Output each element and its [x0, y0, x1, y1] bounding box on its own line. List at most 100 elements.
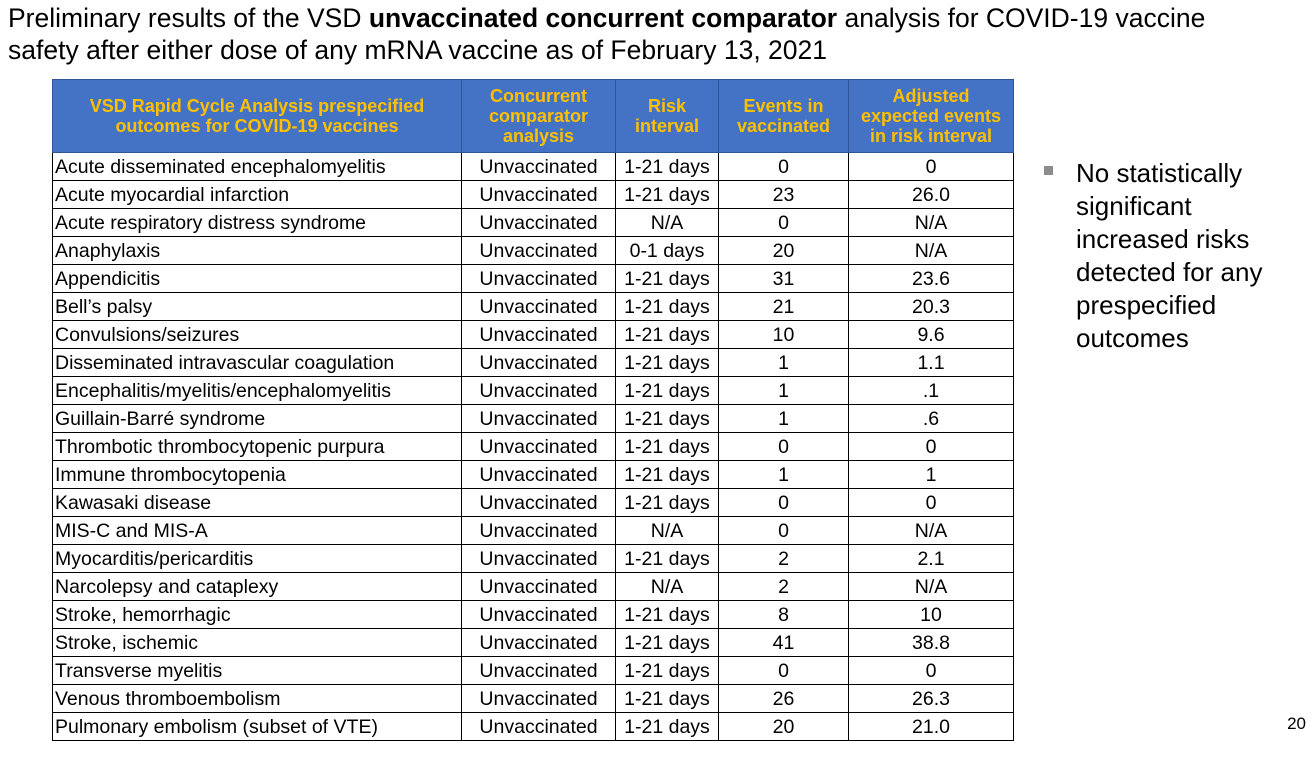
outcome-cell: Acute respiratory distress syndrome — [52, 208, 462, 237]
expected-events-cell: 9.6 — [848, 320, 1014, 349]
outcome-cell: Appendicitis — [52, 264, 462, 293]
expected-events-cell: 10 — [848, 600, 1014, 629]
comparator-cell: Unvaccinated — [461, 348, 616, 377]
outcome-cell: Transverse myelitis — [52, 656, 462, 685]
expected-events-cell: 23.6 — [848, 264, 1014, 293]
comparator-cell: Unvaccinated — [461, 208, 616, 237]
expected-events-cell: 1.1 — [848, 348, 1014, 377]
risk-interval-cell: 1-21 days — [615, 376, 719, 405]
table-row: Immune thrombocytopenia Unvaccinated 1-21 … — [52, 460, 1014, 489]
expected-events-cell: 0 — [848, 152, 1014, 181]
expected-events-cell: 0 — [848, 656, 1014, 685]
header-outcome: VSD Rapid Cycle Analysis prespecified ou… — [52, 79, 462, 153]
expected-events-cell: N/A — [848, 236, 1014, 265]
expected-events-cell: 0 — [848, 432, 1014, 461]
expected-events-cell: 1 — [848, 460, 1014, 489]
comparator-cell: Unvaccinated — [461, 544, 616, 573]
bullet-text: No statistically significant increased r… — [1076, 158, 1263, 353]
expected-events-cell: 21.0 — [848, 712, 1014, 741]
comparator-cell: Unvaccinated — [461, 432, 616, 461]
table-row: Thrombotic thrombocytopenic purpura Unvac… — [52, 432, 1014, 461]
risk-interval-cell: 1-21 days — [615, 320, 719, 349]
events-cell: 0 — [718, 208, 849, 237]
events-cell: 8 — [718, 600, 849, 629]
outcome-cell: Guillain-Barré syndrome — [52, 404, 462, 433]
outcome-cell: Encephalitis/myelitis/encephalomyelitis — [52, 376, 462, 405]
table-row: Stroke, ischemic Unvaccinated 1-21 days 41 3… — [52, 628, 1014, 657]
outcome-cell: Stroke, ischemic — [52, 628, 462, 657]
risk-interval-cell: 1-21 days — [615, 180, 719, 209]
results-table: VSD Rapid Cycle Analysis prespecified ou… — [52, 79, 1014, 741]
expected-events-cell: 26.0 — [848, 180, 1014, 209]
events-cell: 2 — [718, 572, 849, 601]
table-row: Venous thromboembolism Unvaccinated 1-21 d… — [52, 684, 1014, 713]
comparator-cell: Unvaccinated — [461, 516, 616, 545]
events-cell: 1 — [718, 404, 849, 433]
expected-events-cell: N/A — [848, 572, 1014, 601]
table-row: Narcolepsy and cataplexy Unvaccinated N/A 2… — [52, 572, 1014, 601]
comparator-cell: Unvaccinated — [461, 600, 616, 629]
header-comparator: Concurrent comparator analysis — [461, 79, 616, 153]
comparator-cell: Unvaccinated — [461, 152, 616, 181]
outcome-cell: Convulsions/seizures — [52, 320, 462, 349]
square-bullet-icon — [1044, 166, 1053, 175]
expected-events-cell: .6 — [848, 404, 1014, 433]
events-cell: 1 — [718, 348, 849, 377]
risk-interval-cell: 0-1 days — [615, 236, 719, 265]
risk-interval-cell: 1-21 days — [615, 264, 719, 293]
header-events-vaccinated: Events in vaccinated — [718, 79, 849, 153]
table-body: Acute disseminated encephalomyelitis Unva… — [52, 152, 1014, 741]
outcome-cell: Stroke, hemorrhagic — [52, 600, 462, 629]
expected-events-cell: 2.1 — [848, 544, 1014, 573]
outcome-cell: Disseminated intravascular coagulation — [52, 348, 462, 377]
comparator-cell: Unvaccinated — [461, 180, 616, 209]
comparator-cell: Unvaccinated — [461, 656, 616, 685]
table-row: Stroke, hemorrhagic Unvaccinated 1-21 days… — [52, 600, 1014, 629]
table-row: Acute respiratory distress syndrome Unvac… — [52, 208, 1014, 237]
expected-events-cell: 38.8 — [848, 628, 1014, 657]
events-cell: 20 — [718, 712, 849, 741]
comparator-cell: Unvaccinated — [461, 684, 616, 713]
comparator-cell: Unvaccinated — [461, 712, 616, 741]
risk-interval-cell: 1-21 days — [615, 460, 719, 489]
table-row: MIS-C and MIS-A Unvaccinated N/A 0 N/A — [52, 516, 1014, 545]
expected-events-cell: N/A — [848, 516, 1014, 545]
risk-interval-cell: 1-21 days — [615, 628, 719, 657]
events-cell: 20 — [718, 236, 849, 265]
outcome-cell: Venous thromboembolism — [52, 684, 462, 713]
risk-interval-cell: 1-21 days — [615, 348, 719, 377]
comparator-cell: Unvaccinated — [461, 460, 616, 489]
table-row: Transverse myelitis Unvaccinated 1-21 days… — [52, 656, 1014, 685]
events-cell: 0 — [718, 516, 849, 545]
outcome-cell: Kawasaki disease — [52, 488, 462, 517]
events-cell: 26 — [718, 684, 849, 713]
comparator-cell: Unvaccinated — [461, 628, 616, 657]
header-expected-events: Adjusted expected events in risk interva… — [848, 79, 1014, 153]
expected-events-cell: 0 — [848, 488, 1014, 517]
table-row: Guillain-Barré syndrome Unvaccinated 1-21 … — [52, 404, 1014, 433]
events-cell: 2 — [718, 544, 849, 573]
comparator-cell: Unvaccinated — [461, 292, 616, 321]
comparator-cell: Unvaccinated — [461, 376, 616, 405]
events-cell: 41 — [718, 628, 849, 657]
outcome-cell: Thrombotic thrombocytopenic purpura — [52, 432, 462, 461]
risk-interval-cell: 1-21 days — [615, 432, 719, 461]
table-row: Appendicitis Unvaccinated 1-21 days 31 23.6 — [52, 264, 1014, 293]
table-row: Acute disseminated encephalomyelitis Unva… — [52, 152, 1014, 181]
title-part2: analysis for COVID-19 vaccine safety aft… — [8, 3, 1206, 65]
events-cell: 0 — [718, 432, 849, 461]
events-cell: 23 — [718, 180, 849, 209]
events-cell: 1 — [718, 460, 849, 489]
table-row: Anaphylaxis Unvaccinated 0-1 days 20 N/A — [52, 236, 1014, 265]
outcome-cell: Immune thrombocytopenia — [52, 460, 462, 489]
outcome-cell: MIS-C and MIS-A — [52, 516, 462, 545]
outcome-cell: Acute myocardial infarction — [52, 180, 462, 209]
expected-events-cell: 26.3 — [848, 684, 1014, 713]
risk-interval-cell: 1-21 days — [615, 684, 719, 713]
risk-interval-cell: 1-21 days — [615, 712, 719, 741]
risk-interval-cell: 1-21 days — [615, 488, 719, 517]
outcome-cell: Pulmonary embolism (subset of VTE) — [52, 712, 462, 741]
events-cell: 0 — [718, 656, 849, 685]
outcome-cell: Bell’s palsy — [52, 292, 462, 321]
table-row: Encephalitis/myelitis/encephalomyelitis U… — [52, 376, 1014, 405]
